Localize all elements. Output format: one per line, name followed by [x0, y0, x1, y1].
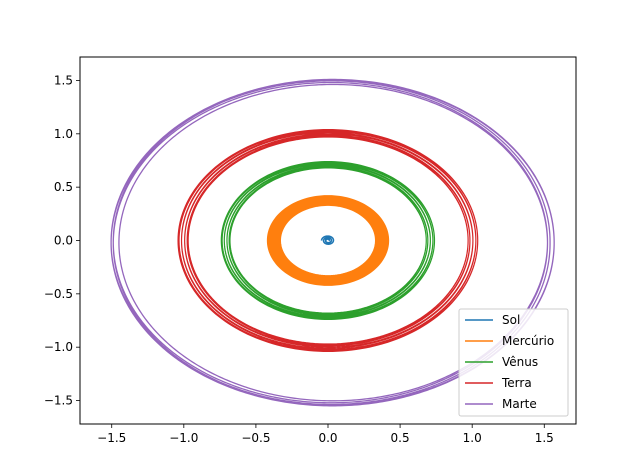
- legend-label: Vênus: [502, 355, 538, 369]
- series-layer: [110, 78, 555, 407]
- series-line-marte: [110, 78, 555, 407]
- x-axis: −1.5 −1.0 −0.5 0.0 0.5 1.0 1.5: [97, 424, 554, 445]
- x-tick-label: −1.0: [169, 431, 198, 445]
- x-tick-label: −1.5: [97, 431, 126, 445]
- y-tick-label: −0.5: [44, 287, 73, 301]
- legend: Sol Mercúrio Vênus Terra Marte: [458, 308, 569, 417]
- x-tick-label: 1.0: [463, 431, 482, 445]
- series-line-3: [177, 128, 479, 353]
- y-tick-label: −1.0: [44, 340, 73, 354]
- legend-label: Terra: [501, 376, 532, 390]
- legend-label: Sol: [502, 313, 520, 327]
- y-axis: −1.5 −1.0 −0.5 0.0 0.5 1.0 1.5: [44, 73, 80, 408]
- series-line-sol: [320, 235, 335, 245]
- legend-label: Marte: [502, 397, 537, 411]
- x-tick-label: 1.5: [535, 431, 554, 445]
- y-tick-label: 0.5: [54, 180, 73, 194]
- y-tick-label: 1.5: [54, 73, 73, 87]
- x-tick-label: 0.0: [318, 431, 337, 445]
- y-tick-label: 0.0: [54, 234, 73, 248]
- x-tick-label: −0.5: [241, 431, 270, 445]
- legend-label: Mercúrio: [502, 334, 554, 348]
- series-line-2: [220, 160, 436, 321]
- x-tick-label: 0.5: [391, 431, 410, 445]
- y-tick-label: −1.5: [44, 394, 73, 408]
- y-tick-label: 1.0: [54, 127, 73, 141]
- legend-box: [458, 308, 569, 417]
- series-line-1: [266, 195, 390, 286]
